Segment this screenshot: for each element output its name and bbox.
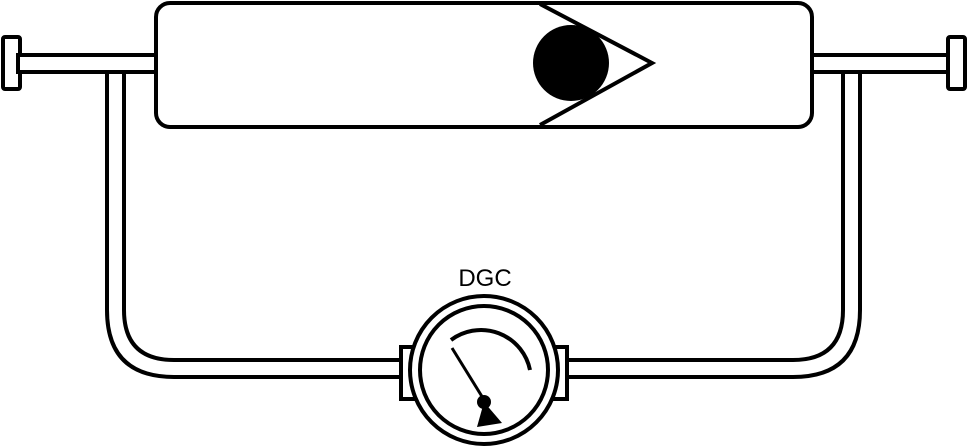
pressure-gauge-icon: [408, 294, 560, 446]
left-bypass-tube: [105, 70, 403, 379]
right-end-flange: [808, 35, 967, 91]
left-end-flange: [1, 35, 160, 91]
gauge-needle: [450, 347, 488, 404]
gauge-needle-tail: [477, 402, 502, 427]
gauge-label: DGC: [458, 265, 511, 292]
valve-ball: [533, 25, 609, 101]
valve-housing: [154, 1, 814, 129]
check-valve-icon: [154, 1, 814, 129]
valve-seat: [539, 2, 657, 127]
gauge-scale-arc: [449, 328, 532, 371]
right-bypass-tube: [568, 70, 862, 379]
